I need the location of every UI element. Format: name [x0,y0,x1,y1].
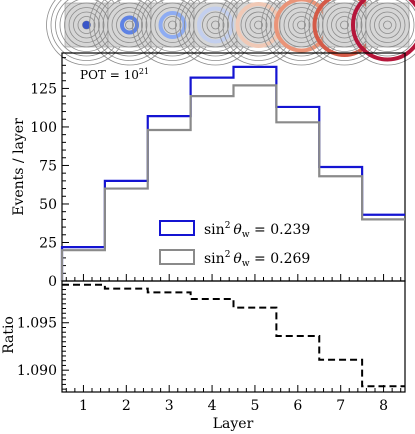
ratio-y-axis: 1.090 1.095 [17,284,69,390]
icon-ring [374,11,401,39]
icon-background [365,2,410,48]
icon-ring [116,11,143,39]
icon-ring [211,20,220,30]
x-axis-label: Layer [213,416,254,432]
main-series [60,65,405,281]
icon-ring [283,7,320,43]
icon-ring [254,20,263,30]
icon-highlight-ring [351,0,415,62]
icon-ring [297,20,306,30]
ratio-panel: 1.090 1.095 1 2 3 4 5 6 7 8 Ratio Layer [1,274,406,432]
main-y-axis: 0 25 50 75 100 125 [30,57,69,290]
legend-series-1-sub: w [242,230,250,240]
icon-ring [365,2,410,48]
x-tick-label: 6 [293,398,302,414]
icon-ring [347,0,415,66]
ratio-series [62,283,405,388]
main-y-tick-label: 75 [39,158,57,174]
main-y-tick-label: 50 [39,197,57,213]
icon-ring [77,16,96,34]
main-y-tick-label: 0 [48,274,57,290]
icon-background [107,2,152,48]
icon-ring [168,20,177,30]
x-tick-label: 4 [208,398,217,414]
x-tick-label: 8 [379,398,388,414]
icon-ring [378,16,397,34]
icon-ring [111,7,148,43]
icon-ring [125,20,134,30]
icon-background [322,2,367,48]
legend: sin2 θw = 0.239 sin2 θw = 0.269 [159,220,310,269]
layer-icon-strip [46,0,415,66]
icon-ring [369,7,406,43]
icon-ring [326,7,363,43]
x-tick-label: 3 [165,398,174,414]
layer-8-icon [347,0,415,66]
legend-swatch-series-1 [159,220,195,236]
pot-annotation-exponent: 21 [139,67,149,76]
legend-series-2-value: = 0.269 [250,251,311,267]
legend-series-2-fn: sin [204,251,225,267]
icon-ring [202,11,229,39]
x-tick-label: 2 [122,398,131,414]
main-y-axis-label: Events / layer [11,118,27,216]
icon-ring [340,20,349,30]
legend-series-1-theta: θ [233,222,242,238]
layer-3-icon [132,0,213,66]
pot-annotation-text: POT = [80,68,124,82]
icon-ring [163,16,182,34]
icon-ring [68,7,105,43]
x-tick-label: 1 [79,398,88,414]
icon-highlight-core [82,21,91,29]
icon-ring [356,0,415,57]
legend-series-2-sub: w [242,259,250,269]
icon-background [150,2,195,48]
icon-ring [292,16,311,34]
pot-annotation: POT = 1021 [80,67,149,82]
ratio-y-tick-label: 1.095 [17,316,57,332]
legend-series-1-fn: sin [204,222,225,238]
ratio-series-1-line [62,283,405,388]
legend-series-1-value: = 0.239 [250,222,311,238]
x-tick-label: 5 [250,398,259,414]
icon-ring [73,11,100,39]
icon-ring [154,7,191,43]
main-series-2-line [60,84,405,281]
legend-series-2-power: 2 [225,250,231,260]
legend-series-2-theta: θ [233,251,242,267]
main-series-1-line [60,65,405,281]
pot-annotation-base: 10 [124,68,139,82]
icon-ring [360,0,415,52]
main-y-tick-label: 100 [30,120,57,136]
icon-ring [249,16,268,34]
icon-ring [245,11,272,39]
legend-swatch-series-2 [159,249,195,265]
main-y-tick-label: 125 [30,81,57,97]
icon-ring [383,20,392,30]
ratio-y-axis-label: Ratio [1,316,17,354]
x-axis: 1 2 3 4 5 6 7 8 [65,274,402,414]
icon-ring [331,11,358,39]
legend-series-1-power: 2 [225,221,231,231]
ratio-y-tick-label: 1.090 [17,363,57,379]
icon-ring [206,16,225,34]
main-y-tick-label: 25 [39,235,57,251]
legend-label-series-2: sin2 θw = 0.269 [204,250,310,269]
ratio-frame [61,280,406,393]
legend-label-series-1: sin2 θw = 0.239 [204,221,310,240]
x-tick-label: 7 [336,398,345,414]
